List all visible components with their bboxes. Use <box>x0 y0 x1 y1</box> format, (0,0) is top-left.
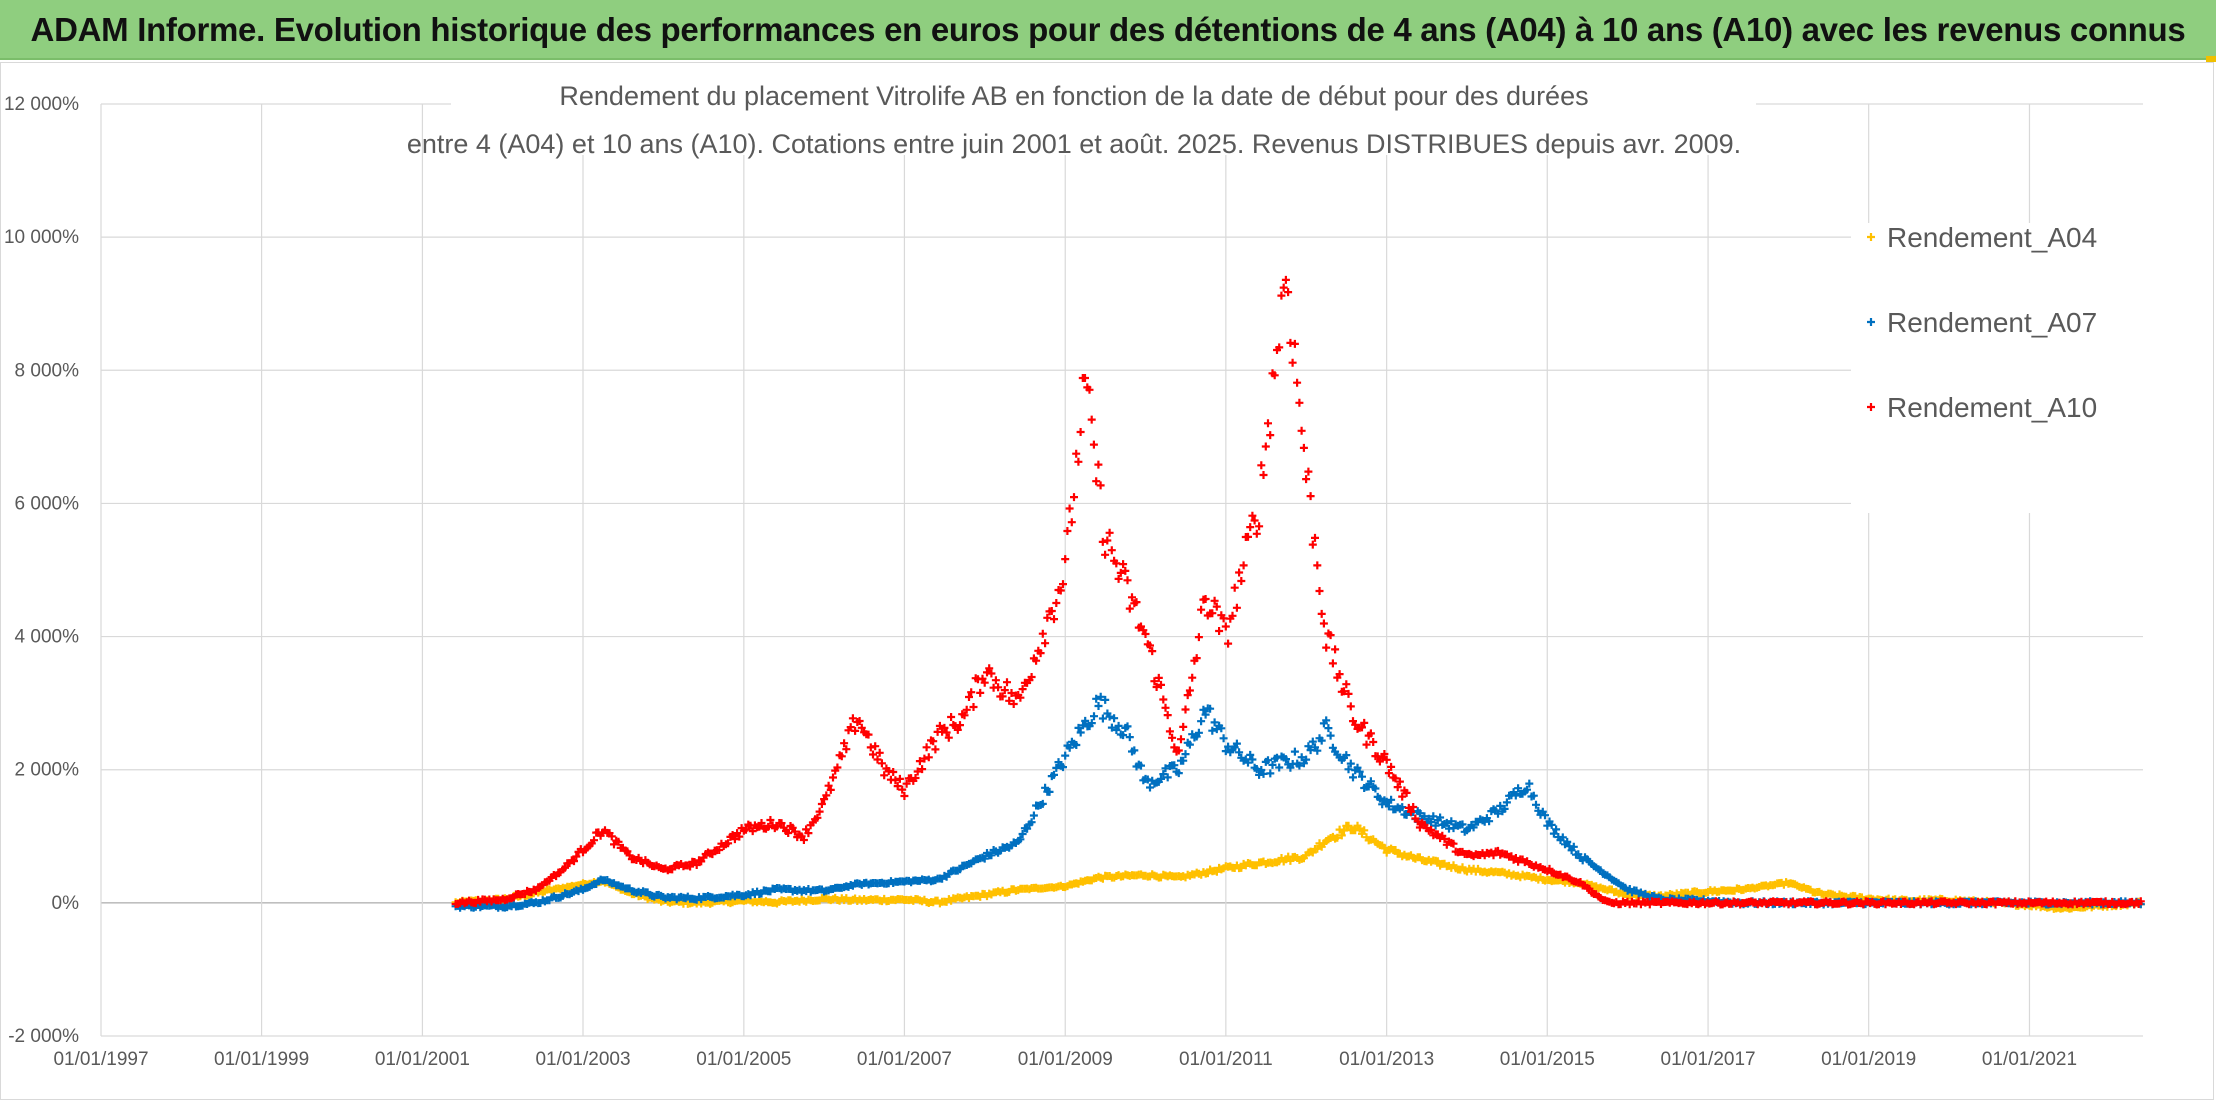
legend-label: Rendement_A04 <box>1887 222 2097 253</box>
legend-label: Rendement_A07 <box>1887 307 2097 338</box>
gridlines <box>100 103 2143 1037</box>
report-header-bar: ADAM Informe. Evolution historique des p… <box>0 0 2216 108</box>
x-tick-label: 01/01/2001 <box>375 1049 470 1070</box>
chart-legend: Rendement_A04 Rendement_A07 Rendement_A10 <box>1851 222 2143 513</box>
Rendement_A10-markers <box>451 275 2145 909</box>
legend-marker <box>1867 318 1875 326</box>
x-tick-label: 01/01/2019 <box>1821 1049 1916 1070</box>
scatter-chart: -2 000% 0% 2 000% 4 000% 6 000% 8 000% 10 000%… <box>4 65 2145 1070</box>
legend-background <box>1851 223 2143 513</box>
axis-labels: -2 000% 0% 2 000% 4 000% 6 000% 8 000% 10 000%… <box>4 94 2077 1070</box>
chart-subtitle: Rendement du placement Vitrolife AB en f… <box>407 65 1756 159</box>
y-tick-label: 2 000% <box>15 760 80 781</box>
legend-marker <box>1867 233 1875 241</box>
Rendement_A07-markers <box>451 692 2145 912</box>
x-tick-label: 01/01/2007 <box>857 1049 952 1070</box>
x-tick-label: 01/01/2009 <box>1018 1049 1113 1070</box>
x-tick-label: 01/01/2005 <box>696 1049 791 1070</box>
x-tick-label: 01/01/2003 <box>535 1049 630 1070</box>
x-tick-label: 01/01/2021 <box>1982 1049 2077 1070</box>
series-Rendement_A10 <box>451 275 2145 909</box>
corner-accent <box>2206 56 2216 62</box>
series-layer <box>451 275 2145 913</box>
y-tick-label: 8 000% <box>15 360 80 381</box>
x-tick-label: 01/01/2011 <box>1179 1049 1273 1070</box>
subtitle-line: entre 4 (A04) et 10 ans (A10). Cotations… <box>407 129 1741 159</box>
legend-marker <box>1867 403 1875 411</box>
x-tick-label: 01/01/2013 <box>1339 1049 1434 1070</box>
series-Rendement_A07 <box>451 692 2145 912</box>
subtitle-background <box>451 65 1756 155</box>
x-tick-label: 01/01/1997 <box>53 1049 148 1070</box>
y-tick-label: 6 000% <box>15 493 80 514</box>
report-title: ADAM Informe. Evolution historique des p… <box>30 11 2186 108</box>
y-tick-label: 10 000% <box>4 227 79 248</box>
x-tick-label: 01/01/1999 <box>214 1049 309 1070</box>
subtitle-line: Rendement du placement Vitrolife AB en f… <box>559 81 1588 111</box>
chart-area: -2 000% 0% 2 000% 4 000% 6 000% 8 000% 10 000%… <box>0 62 2214 1100</box>
y-tick-label: -2 000% <box>8 1026 79 1047</box>
legend-label: Rendement_A10 <box>1887 392 2097 423</box>
x-tick-label: 01/01/2017 <box>1661 1049 1756 1070</box>
y-tick-label: 12 000% <box>4 94 79 115</box>
x-tick-label: 01/01/2015 <box>1500 1049 1595 1070</box>
y-tick-label: 4 000% <box>15 627 80 648</box>
y-tick-label: 0% <box>52 893 80 914</box>
